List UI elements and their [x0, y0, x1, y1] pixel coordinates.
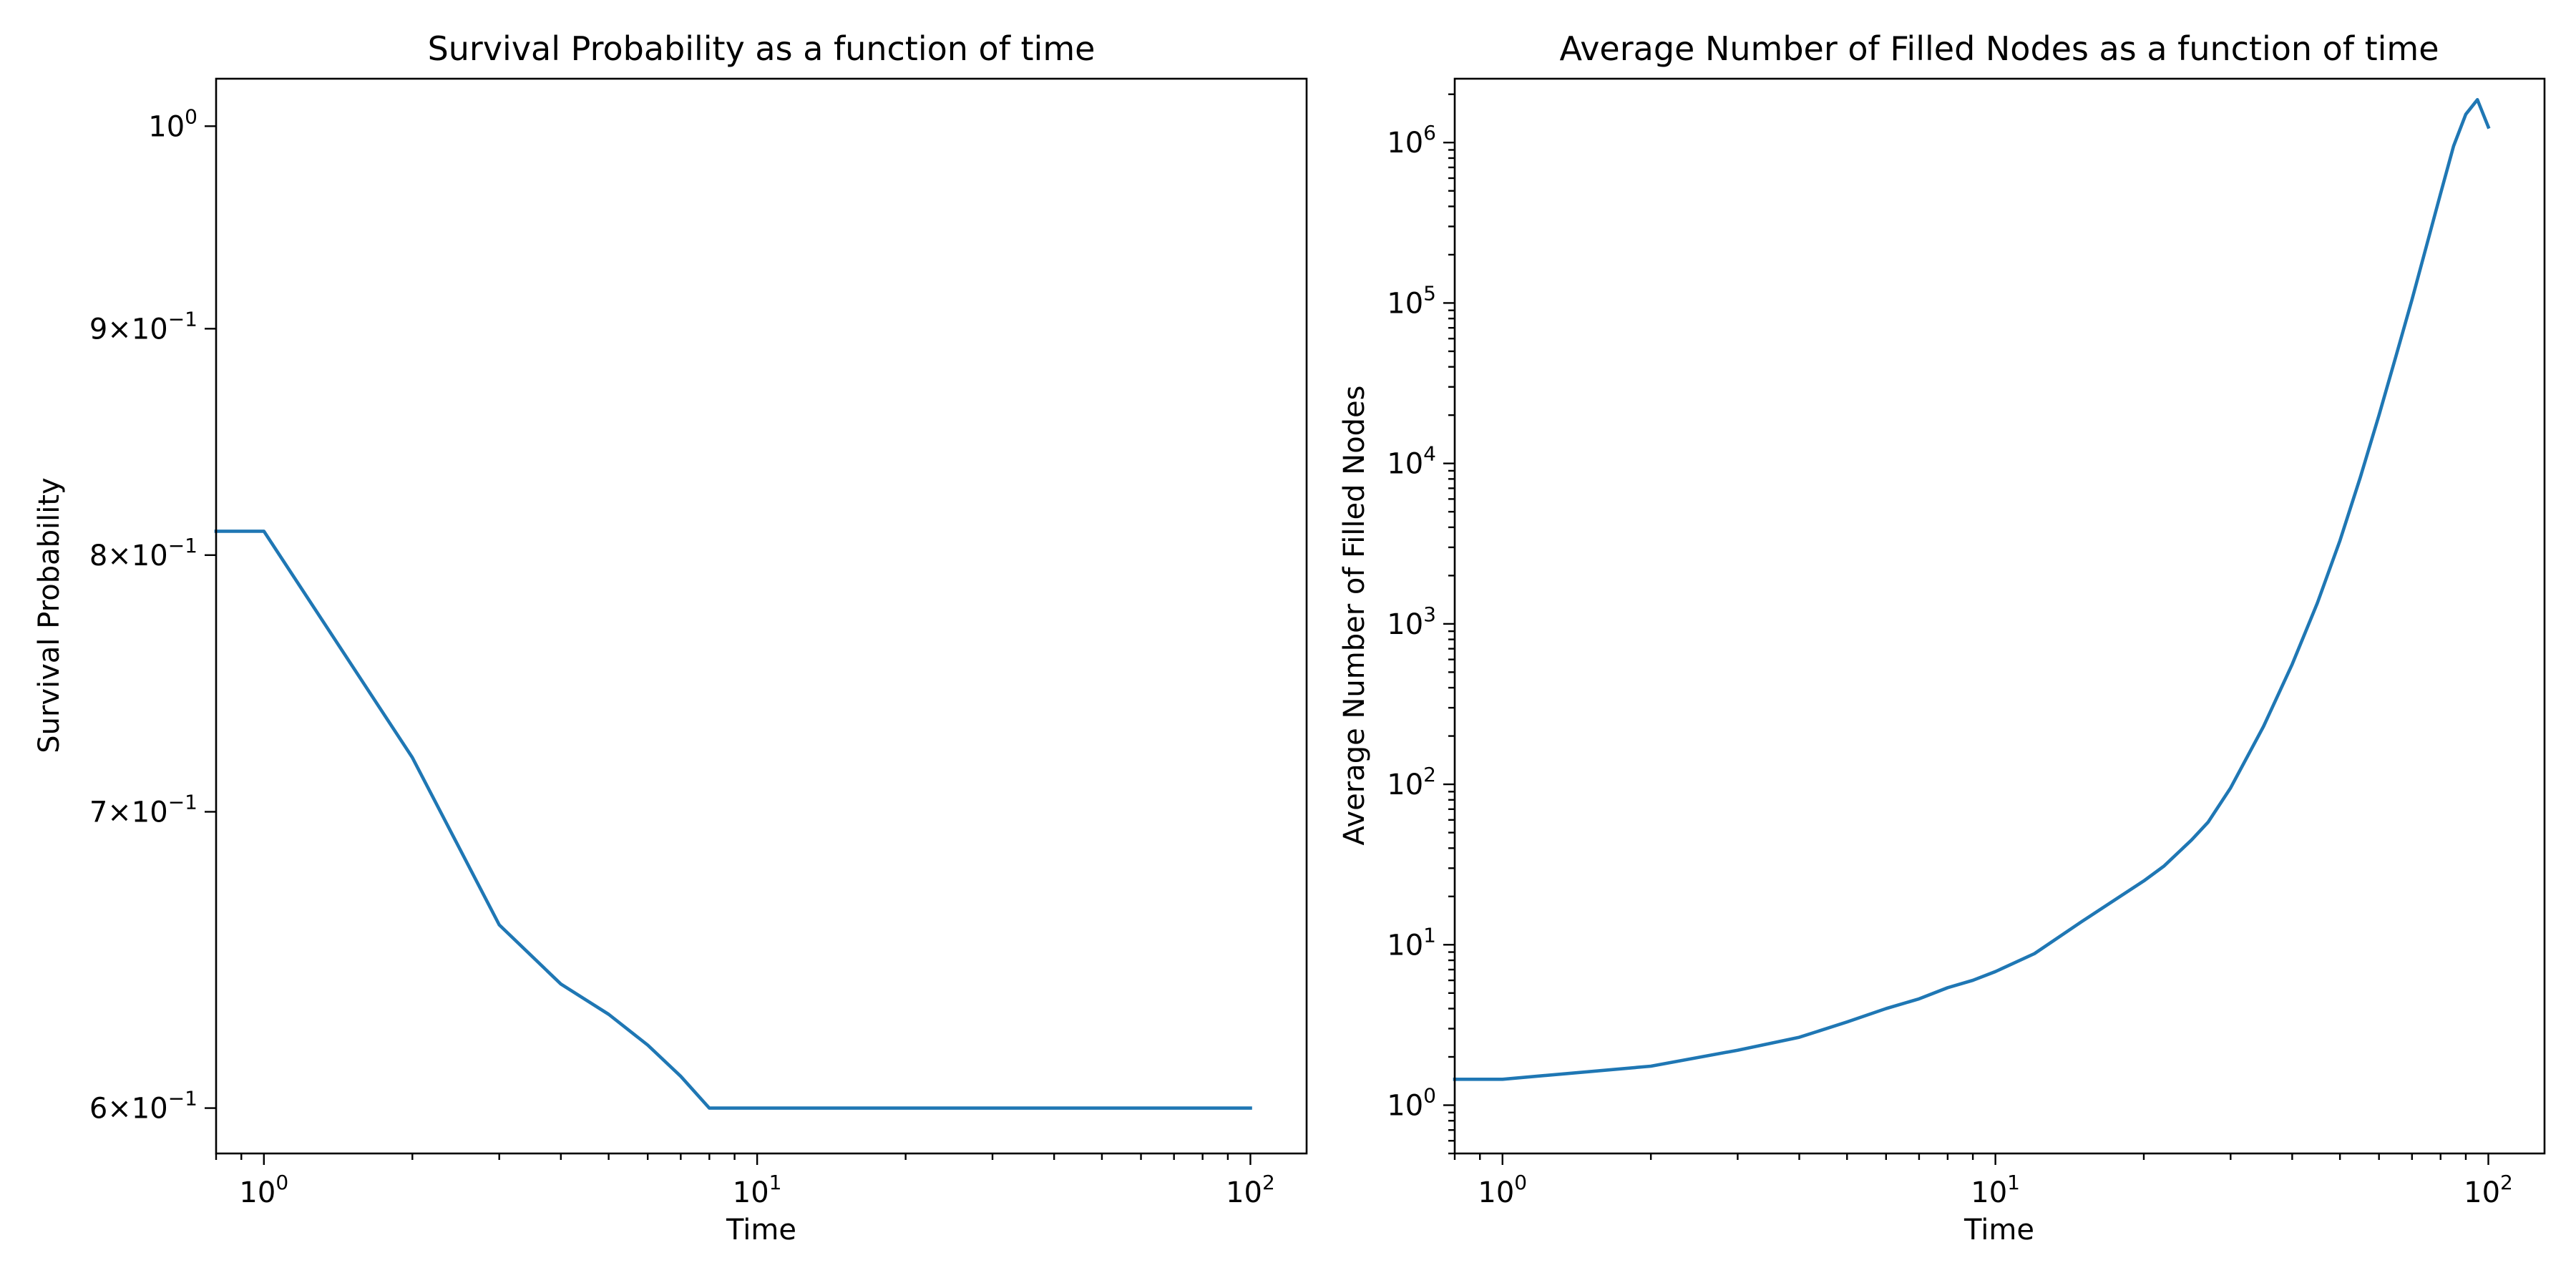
series-line-0	[1453, 98, 2491, 1081]
plot-series	[214, 530, 1252, 1110]
chart-title: Survival Probability as a function of ti…	[428, 29, 1096, 68]
x-tick-label-1: 101	[1971, 1171, 2020, 1209]
y-axis-label: Average Number of Filled Nodes	[1338, 385, 1371, 845]
plot-area-frame	[1453, 77, 2546, 1155]
x-tick-label-2: 102	[2464, 1171, 2513, 1209]
y-axis-label: Survival Probability	[33, 477, 66, 753]
x-axis-label: Time	[726, 1214, 796, 1246]
series-line-0	[214, 530, 1252, 1110]
filled-nodes-chart: Average Number of Filled Nodes as a func…	[1338, 29, 2546, 1246]
y-tick-label-3: 7×10−1	[89, 790, 197, 829]
x-axis-label: Time	[1963, 1214, 2034, 1246]
plot-area-frame	[215, 77, 1308, 1155]
chart-title: Average Number of Filled Nodes as a func…	[1559, 29, 2439, 68]
plot-series	[1453, 98, 2491, 1081]
